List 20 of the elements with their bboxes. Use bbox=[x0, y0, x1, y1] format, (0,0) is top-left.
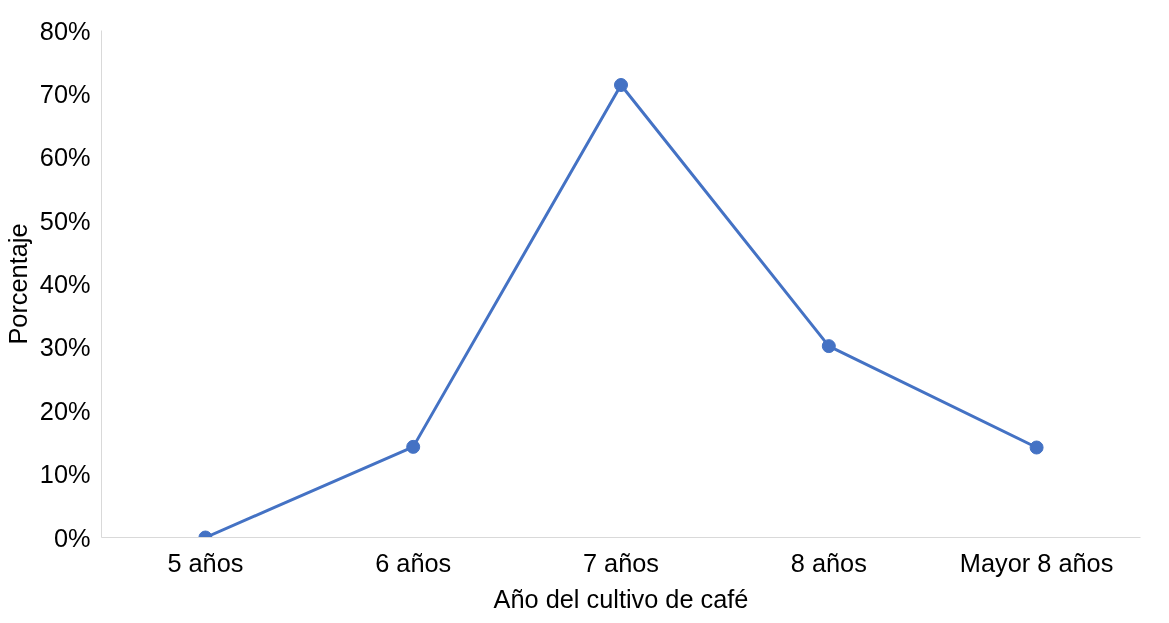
y-tick-label: 80% bbox=[39, 16, 91, 45]
point bbox=[614, 78, 628, 92]
y-axis-title: Porcentaje bbox=[3, 223, 32, 345]
x-tick-label: Mayor 8 años bbox=[959, 548, 1114, 577]
x-tick-label: 7 años bbox=[582, 548, 660, 577]
x-tick-label: 5 años bbox=[167, 548, 244, 577]
x-tick-label: 8 años bbox=[790, 548, 867, 577]
y-tick-label: 60% bbox=[39, 143, 91, 172]
y-tick-label: 20% bbox=[39, 396, 91, 425]
point bbox=[406, 439, 421, 454]
y-tick-label: 40% bbox=[39, 270, 91, 298]
point bbox=[821, 339, 836, 354]
y-tick-label: 10% bbox=[39, 460, 91, 489]
y-tick-label: 50% bbox=[39, 206, 91, 235]
x-axis-title: Año del cultivo de café bbox=[493, 584, 749, 613]
x-tick-label: 6 años bbox=[375, 548, 452, 577]
y-tick-label: 0% bbox=[53, 523, 91, 552]
y-tick-label: 70% bbox=[39, 79, 91, 108]
y-tick-label: 30% bbox=[39, 333, 91, 362]
point bbox=[1029, 440, 1044, 455]
